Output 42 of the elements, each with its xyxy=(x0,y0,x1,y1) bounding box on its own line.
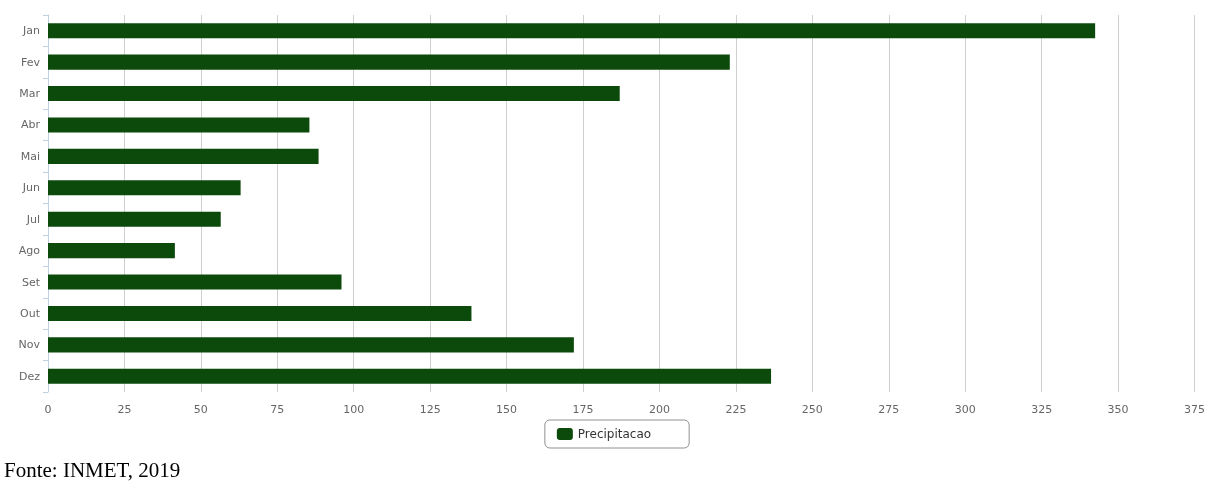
y-tick-label: Abr xyxy=(20,118,41,132)
x-tick-label: 75 xyxy=(270,403,285,416)
y-tick-label: Mai xyxy=(20,149,40,163)
y-tick-label: Jan xyxy=(22,24,41,38)
y-tick-label: Mar xyxy=(19,87,41,101)
bar xyxy=(48,211,221,227)
x-tick-label: 250 xyxy=(801,403,823,416)
bar xyxy=(48,368,772,384)
bar xyxy=(48,23,1096,39)
x-tick-label: 200 xyxy=(648,403,670,416)
y-tick-label: Nov xyxy=(18,338,41,352)
x-tick-label: 25 xyxy=(117,403,132,416)
bar xyxy=(48,180,241,196)
y-tick-label: Set xyxy=(21,275,41,289)
x-tick-label: 150 xyxy=(496,403,518,416)
bar xyxy=(48,148,319,164)
x-tick-label: 325 xyxy=(1031,403,1053,416)
x-tick-label: 175 xyxy=(572,403,594,416)
y-tick-label: Jul xyxy=(25,212,40,226)
bar xyxy=(48,243,175,259)
y-tick-label: Jun xyxy=(21,181,41,195)
x-tick-label: 375 xyxy=(1184,403,1205,416)
x-tick-label: 275 xyxy=(878,403,900,416)
y-tick-label: Ago xyxy=(18,244,41,258)
bar xyxy=(48,305,472,321)
x-tick-label: 350 xyxy=(1107,403,1129,416)
x-tick-label: 300 xyxy=(954,403,976,416)
y-tick-label: Fev xyxy=(20,55,41,69)
bar xyxy=(48,86,620,102)
x-tick-label: 225 xyxy=(725,403,747,416)
x-tick-label: 0 xyxy=(44,403,52,416)
y-tick-label: Out xyxy=(20,306,41,320)
legend-label: Precipitacao xyxy=(577,427,652,441)
bar xyxy=(48,117,310,133)
x-tick-label: 100 xyxy=(343,403,365,416)
x-tick-label: 50 xyxy=(193,403,208,416)
bar xyxy=(48,274,342,290)
x-tick-label: 125 xyxy=(419,403,441,416)
y-tick-label: Dez xyxy=(18,369,41,383)
bar xyxy=(48,54,730,70)
source-note: Fonte: INMET, 2019 xyxy=(4,458,181,483)
bar xyxy=(48,337,574,353)
